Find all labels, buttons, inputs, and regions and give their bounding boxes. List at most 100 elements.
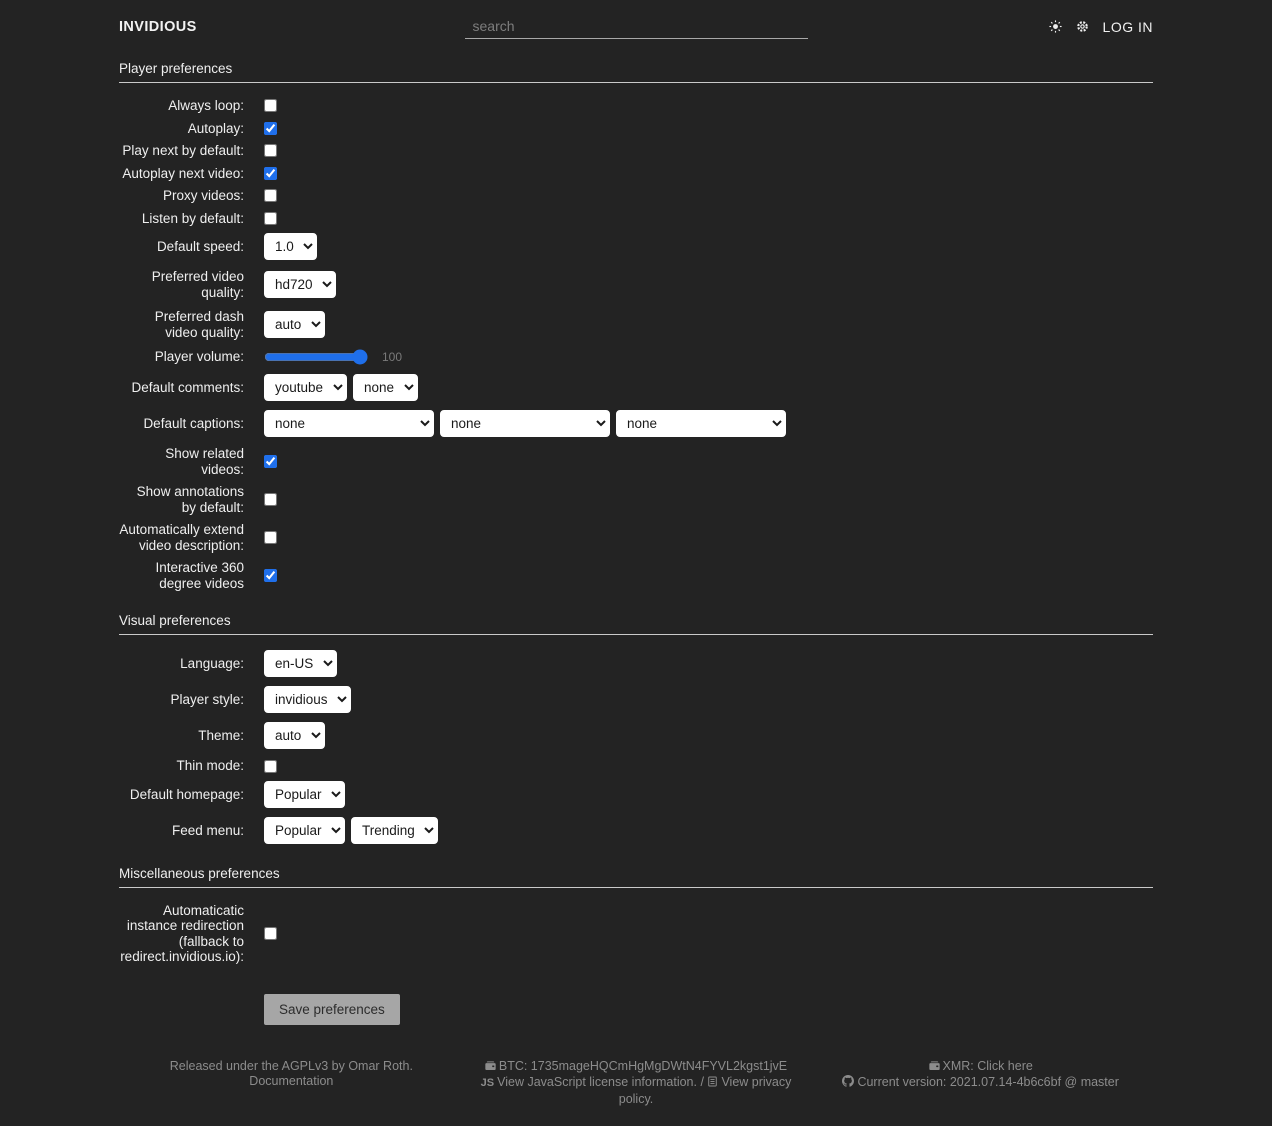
gear-icon[interactable] <box>1076 20 1089 33</box>
captions-2-select[interactable]: none <box>440 410 610 438</box>
default-homepage-select[interactable]: Popular <box>264 780 345 808</box>
section-divider <box>119 82 1153 83</box>
pref-row-default-captions: Default captions: none none none <box>119 410 1153 438</box>
comments-source-1-select[interactable]: youtube <box>264 374 347 402</box>
search-input[interactable] <box>464 14 808 39</box>
default-speed-label: Default speed: <box>156 238 244 254</box>
pref-row-thin-mode: Thin mode: <box>119 758 1153 774</box>
interactive-360-label: Interactive 360 degree videos <box>155 560 244 591</box>
xmr-link[interactable]: Click here <box>977 1058 1033 1073</box>
interactive-360-checkbox[interactable] <box>264 569 277 583</box>
show-annotations-checkbox[interactable] <box>264 493 277 507</box>
default-speed-select[interactable]: 1.0 <box>264 233 317 261</box>
page-container: INVIDIOUS LOG IN <box>119 0 1153 1126</box>
language-label: Language: <box>180 656 244 672</box>
footer: Released under the AGPLv3 by Omar Roth. … <box>119 1059 1153 1126</box>
github-icon <box>842 1075 855 1092</box>
always-loop-checkbox[interactable] <box>264 99 277 113</box>
comments-source-2-select[interactable]: none <box>353 374 418 402</box>
default-captions-label: Default captions: <box>143 415 244 431</box>
wallet-icon <box>485 1060 496 1076</box>
language-select[interactable]: en-US <box>264 650 337 678</box>
captions-3-select[interactable]: none <box>616 410 786 438</box>
autoplay-next-checkbox[interactable] <box>264 166 277 180</box>
thin-mode-label: Thin mode: <box>176 758 244 774</box>
show-related-checkbox[interactable] <box>264 455 277 469</box>
pref-row-default-homepage: Default homepage: Popular <box>119 780 1153 808</box>
pref-row-extend-description: Automatically extend video description: <box>119 522 1153 553</box>
document-icon <box>707 1076 718 1092</box>
dash-quality-label: Preferred dash video quality: <box>154 309 244 340</box>
player-volume-slider[interactable] <box>264 349 368 366</box>
save-preferences-button[interactable]: Save preferences <box>264 993 400 1025</box>
show-annotations-label: Show annotations by default: <box>136 484 244 515</box>
pref-row-show-related: Show related videos: <box>119 446 1153 477</box>
player-preferences-title: Player preferences <box>119 61 233 76</box>
dash-quality-select[interactable]: auto <box>264 311 325 339</box>
feed-menu-1-select[interactable]: Popular <box>264 816 345 844</box>
pref-row-theme: Theme: auto <box>119 722 1153 750</box>
player-volume-label: Player volume: <box>154 349 244 365</box>
feed-menu-2-select[interactable]: Trending <box>351 816 438 844</box>
listen-default-checkbox[interactable] <box>264 211 277 225</box>
listen-default-label: Listen by default: <box>141 210 244 226</box>
footer-license-column: Released under the AGPLv3 by Omar Roth. … <box>119 1059 464 1108</box>
extend-description-checkbox[interactable] <box>264 531 277 545</box>
video-quality-select[interactable]: hd720 <box>264 271 336 299</box>
footer-donate-column: BTC: 1735mageHQCmHgMgDWtN4FYVL2kgst1jvE … <box>464 1059 809 1108</box>
pref-row-video-quality: Preferred video quality: hd720 <box>119 269 1153 300</box>
section-divider <box>119 886 1153 888</box>
proxy-videos-checkbox[interactable] <box>264 189 277 203</box>
pref-row-play-next: Play next by default: <box>119 143 1153 159</box>
pref-row-interactive-360: Interactive 360 degree videos <box>119 560 1153 591</box>
show-related-label: Show related videos: <box>165 446 244 477</box>
pref-row-player-style: Player style: invidious <box>119 686 1153 714</box>
xmr-label: XMR: <box>942 1058 974 1073</box>
play-next-checkbox[interactable] <box>264 144 277 158</box>
extend-description-label: Automatically extend video description: <box>119 522 244 553</box>
logo-area: INVIDIOUS <box>119 18 464 36</box>
pref-row-default-comments: Default comments: youtube none <box>119 374 1153 402</box>
sun-icon[interactable] <box>1048 20 1062 33</box>
visual-preferences-title: Visual preferences <box>119 613 231 629</box>
captions-1-select[interactable]: none <box>264 410 434 438</box>
pref-row-show-annotations: Show annotations by default: <box>119 484 1153 515</box>
auto-redirect-checkbox[interactable] <box>264 927 277 941</box>
video-quality-label: Preferred video quality: <box>151 269 244 300</box>
pref-row-dash-quality: Preferred dash video quality: auto <box>119 309 1153 340</box>
default-comments-label: Default comments: <box>131 379 244 395</box>
js-license-link[interactable]: View JavaScript license information. <box>497 1075 697 1090</box>
pref-row-always-loop: Always loop: <box>119 98 1153 114</box>
auto-redirect-label: Automaticatic instance redirection (fall… <box>120 902 244 965</box>
section-divider <box>119 634 1153 636</box>
js-icon: JS <box>480 1077 495 1090</box>
version-text: Current version: 2021.07.14-4b6c6bf @ ma… <box>857 1075 1119 1090</box>
pref-row-autoplay-next: Autoplay next video: <box>119 166 1153 182</box>
invidious-logo[interactable]: INVIDIOUS <box>119 18 197 35</box>
autoplay-label: Autoplay: <box>187 120 244 136</box>
topbar-right: LOG IN <box>808 19 1153 35</box>
player-volume-value: 100 <box>382 350 403 365</box>
pref-row-default-speed: Default speed: 1.0 <box>119 233 1153 261</box>
autoplay-checkbox[interactable] <box>264 121 277 135</box>
feed-menu-label: Feed menu: <box>171 822 244 838</box>
pref-row-player-volume: Player volume: 100 <box>119 349 1153 366</box>
wallet-icon <box>928 1060 940 1076</box>
pref-row-language: Language: en-US <box>119 650 1153 678</box>
top-bar: INVIDIOUS LOG IN <box>119 0 1153 39</box>
misc-preferences-title: Miscellaneous preferences <box>119 865 280 881</box>
footer-separator: / <box>700 1075 704 1090</box>
license-text: Released under the AGPLv3 by Omar Roth. <box>169 1058 413 1073</box>
proxy-videos-label: Proxy videos: <box>162 188 244 204</box>
always-loop-label: Always loop: <box>168 98 244 113</box>
footer-version-column: XMR: Click here Current version: 2021.07… <box>808 1059 1153 1108</box>
default-homepage-label: Default homepage: <box>129 786 244 802</box>
pref-row-listen-default: Listen by default: <box>119 211 1153 227</box>
search-area <box>464 14 809 39</box>
player-style-select[interactable]: invidious <box>264 686 351 714</box>
thin-mode-checkbox[interactable] <box>264 759 277 773</box>
player-style-label: Player style: <box>170 692 244 708</box>
theme-select[interactable]: auto <box>264 722 325 750</box>
log-in-link[interactable]: LOG IN <box>1102 18 1154 35</box>
documentation-link[interactable]: Documentation <box>249 1074 334 1089</box>
